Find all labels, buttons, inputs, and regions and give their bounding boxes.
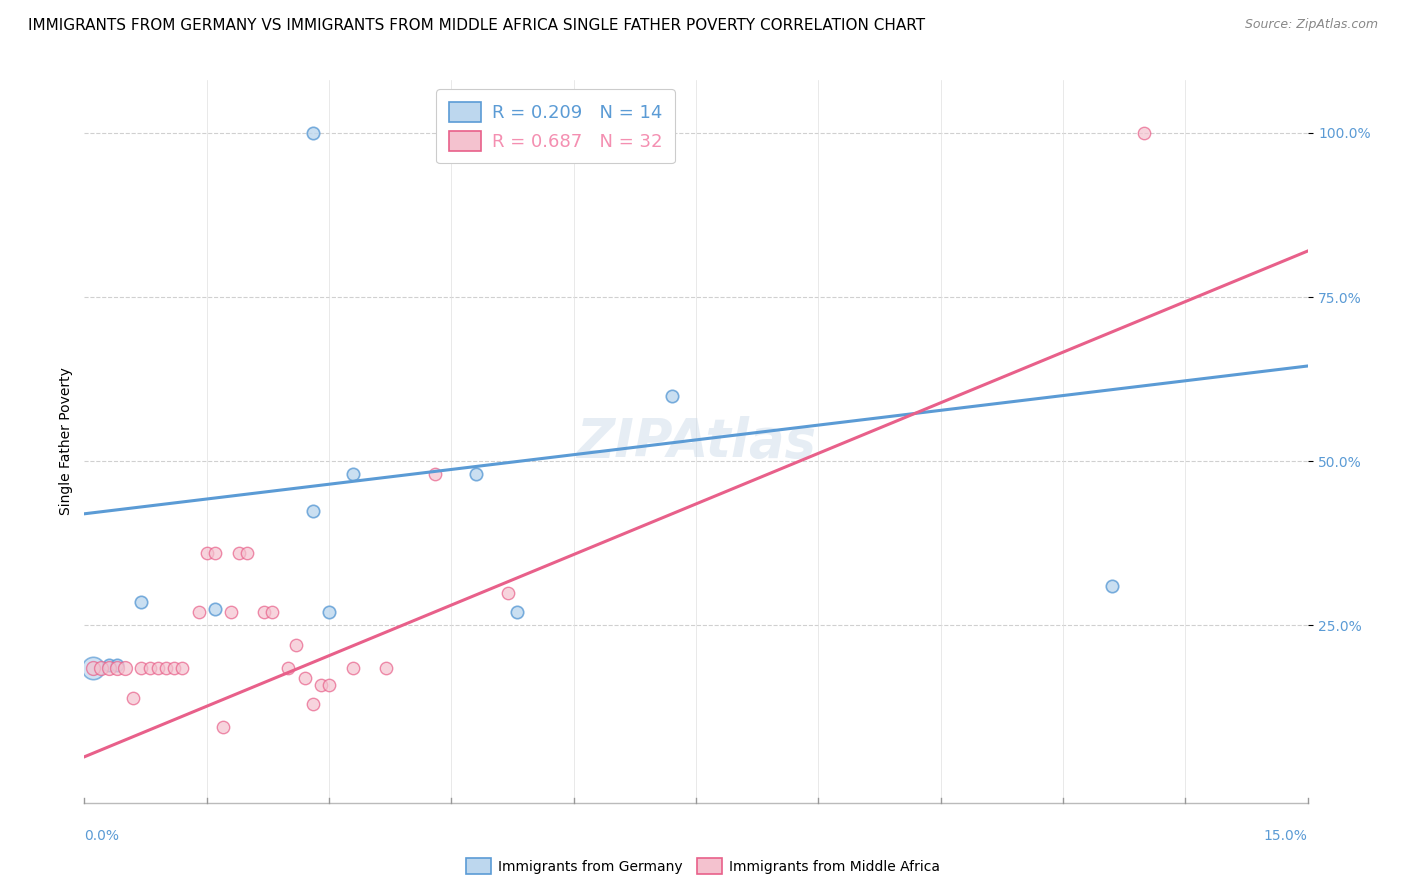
Point [204, 602, 226, 616]
Point [204, 546, 226, 560]
Text: ZIPAtlas: ZIPAtlas [576, 416, 815, 467]
Point [253, 605, 276, 619]
Point [212, 720, 235, 734]
Point [195, 546, 218, 560]
Point [131, 595, 153, 609]
Point [105, 661, 128, 675]
Point [301, 126, 323, 140]
Point [285, 638, 308, 652]
Point [138, 661, 160, 675]
Point [82, 661, 104, 675]
Y-axis label: Single Father Poverty: Single Father Poverty [59, 368, 73, 516]
Point [505, 605, 527, 619]
Point [155, 661, 177, 675]
Point [423, 467, 446, 482]
Point [498, 585, 520, 599]
Legend: Immigrants from Germany, Immigrants from Middle Africa: Immigrants from Germany, Immigrants from… [460, 852, 946, 880]
Point [228, 546, 250, 560]
Point [105, 657, 128, 672]
Point [219, 605, 242, 619]
Point [1133, 126, 1156, 140]
Point [236, 546, 259, 560]
Point [318, 605, 340, 619]
Point [97, 657, 120, 672]
Point [114, 661, 136, 675]
Text: Source: ZipAtlas.com: Source: ZipAtlas.com [1244, 18, 1378, 31]
Point [172, 661, 194, 675]
Point [301, 503, 323, 517]
Point [342, 661, 364, 675]
Point [90, 661, 112, 675]
Point [163, 661, 186, 675]
Point [318, 677, 340, 691]
Point [294, 671, 316, 685]
Text: 15.0%: 15.0% [1264, 829, 1308, 843]
Point [661, 388, 683, 402]
Point [187, 605, 209, 619]
Point [82, 661, 104, 675]
Point [260, 605, 283, 619]
Text: 0.0%: 0.0% [84, 829, 120, 843]
Point [309, 677, 332, 691]
Point [122, 690, 145, 705]
Point [131, 661, 153, 675]
Point [464, 467, 486, 482]
Point [375, 661, 398, 675]
Point [146, 661, 169, 675]
Point [301, 698, 323, 712]
Text: IMMIGRANTS FROM GERMANY VS IMMIGRANTS FROM MIDDLE AFRICA SINGLE FATHER POVERTY C: IMMIGRANTS FROM GERMANY VS IMMIGRANTS FR… [28, 18, 925, 33]
Point [277, 661, 299, 675]
Point [342, 467, 364, 482]
Point [1101, 579, 1123, 593]
Point [97, 661, 120, 675]
Legend: R = 0.209   N = 14, R = 0.687   N = 32: R = 0.209 N = 14, R = 0.687 N = 32 [436, 89, 675, 163]
